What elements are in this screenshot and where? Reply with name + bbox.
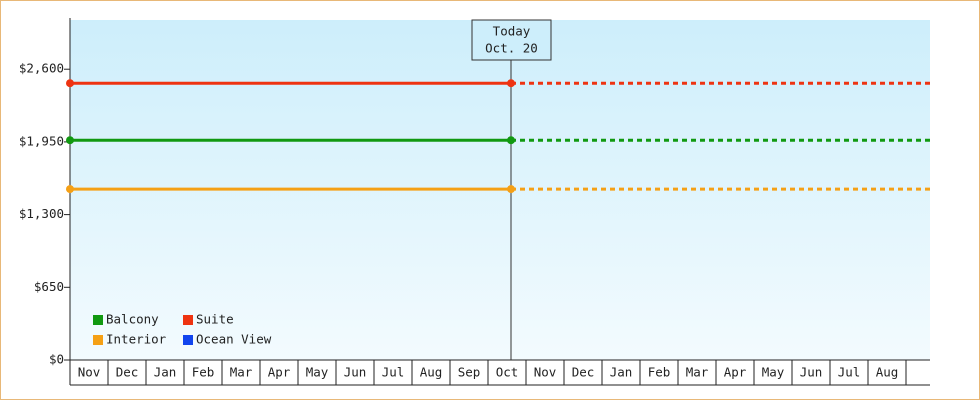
- today-box: [471, 19, 552, 61]
- x-tick-label: Jun: [344, 365, 367, 380]
- x-tick-label: Jan: [154, 365, 177, 380]
- legend-label: Suite: [196, 312, 234, 327]
- x-tick-label: Dec: [116, 365, 139, 380]
- x-tick-label: Mar: [686, 365, 709, 380]
- series-point: [507, 79, 515, 88]
- x-tick-label: Jun: [800, 365, 823, 380]
- x-tick-label: Sep: [458, 365, 481, 380]
- x-tick-label: Feb: [648, 365, 671, 380]
- x-tick-label: Apr: [724, 365, 747, 380]
- x-tick-label: Nov: [78, 365, 101, 380]
- x-tick-label: Feb: [192, 365, 215, 380]
- x-tick-label: Apr: [268, 365, 291, 380]
- legend-swatch: [93, 315, 103, 325]
- y-tick-label: $1,950: [19, 133, 64, 148]
- x-tick-label: Jan: [610, 365, 633, 380]
- legend-swatch: [183, 335, 193, 345]
- x-tick-label: Jul: [838, 365, 861, 380]
- y-tick-label: $1,300: [19, 206, 64, 221]
- x-tick-label: Oct: [496, 365, 519, 380]
- series-point: [66, 136, 74, 145]
- today-date: Oct. 20: [485, 41, 538, 56]
- x-tick-label: Aug: [876, 365, 899, 380]
- y-tick-label: $2,600: [19, 61, 64, 76]
- x-tick-label: May: [306, 365, 329, 380]
- x-tick-label: Nov: [534, 365, 557, 380]
- x-tick-label: Jul: [382, 365, 405, 380]
- series-point: [66, 185, 74, 194]
- legend-label: Ocean View: [196, 332, 272, 347]
- x-tick-label: Mar: [230, 365, 253, 380]
- legend-swatch: [183, 315, 193, 325]
- today-title: Today: [493, 24, 531, 39]
- series-point: [507, 185, 515, 194]
- y-tick-label: $0: [49, 352, 64, 367]
- legend-swatch: [93, 335, 103, 345]
- y-tick-label: $650: [34, 279, 64, 294]
- x-tick-label: Dec: [572, 365, 595, 380]
- legend-label: Interior: [106, 332, 167, 347]
- x-tick-label: Aug: [420, 365, 443, 380]
- x-tick-label: May: [762, 365, 785, 380]
- legend-label: Balcony: [106, 312, 159, 327]
- series-point: [66, 79, 74, 88]
- series-point: [507, 136, 515, 145]
